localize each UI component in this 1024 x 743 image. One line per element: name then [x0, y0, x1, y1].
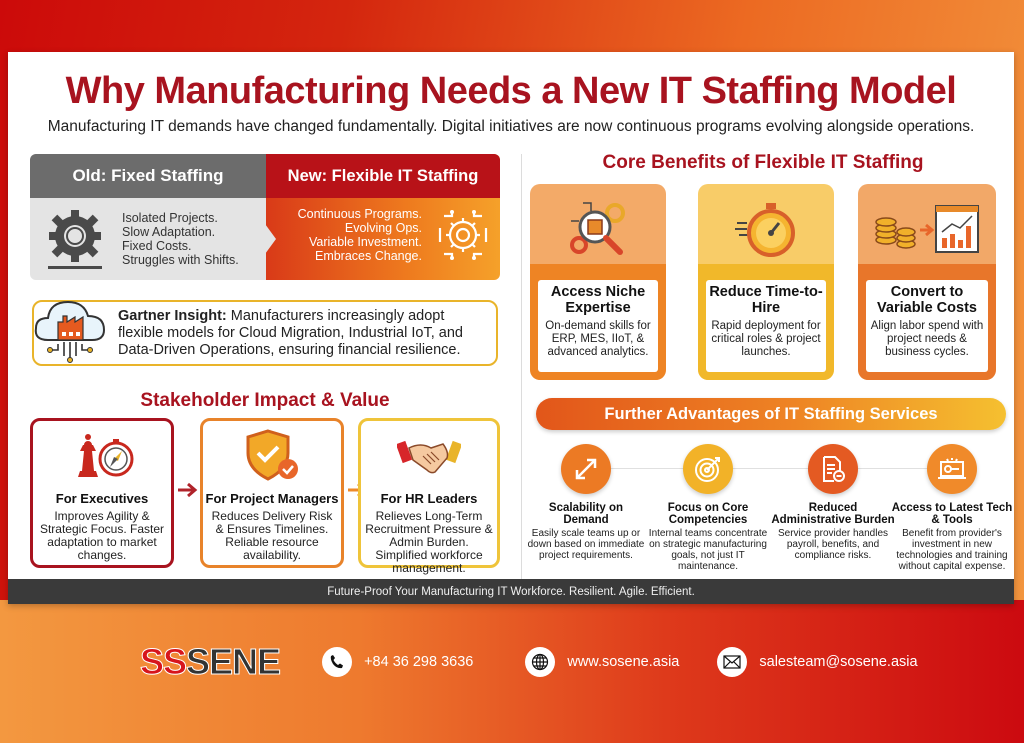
advantage-name: Scalability on Demand	[548, 502, 624, 526]
core-benefit-desc: Rapid deployment for critical roles & pr…	[711, 320, 821, 358]
phone-number: +84 36 298 3636	[364, 654, 474, 670]
advantage-name: Reduced Administrative Burden	[771, 502, 895, 526]
column-divider	[521, 154, 522, 579]
gear-icon	[48, 210, 102, 269]
stakeholder-card-hr-leaders: For HR Leaders Relieves Long-Term Recrui…	[358, 418, 500, 575]
stakeholder-desc: Improves Agility & Strategic Focus. Fast…	[39, 509, 165, 562]
tagline-bar: Future-Proof Your Manufacturing IT Workf…	[8, 579, 1014, 604]
stopwatch-icon	[735, 203, 795, 257]
advantages-connector-line	[588, 468, 968, 469]
website-link[interactable]: www.sosene.asia	[567, 654, 680, 670]
email-contact[interactable]: salesteam@sosene.asia	[717, 647, 918, 677]
advantage-item: Reduced Administrative Burden Service pr…	[768, 444, 898, 561]
new-staffing-title: New: Flexible IT Staffing	[266, 154, 500, 198]
advantage-name: Access to Latest Tech & Tools	[891, 502, 1013, 526]
advantage-item: Focus on Core Competencies Internal team…	[648, 444, 768, 572]
footer-background	[0, 600, 1024, 743]
footer-contact-bar: SS SENE +84 36 298 3636 www.sosene.asia s…	[139, 640, 960, 684]
stakeholder-name: For Project Managers	[205, 491, 339, 506]
magnifier-chip-icon	[570, 202, 625, 255]
handshake-icon	[397, 440, 461, 474]
document-minus-icon	[823, 456, 845, 482]
shield-check-icon	[246, 429, 298, 481]
stakeholder-section-title: Stakeholder Impact & Value	[140, 390, 390, 411]
infographic-panel: Why Manufacturing Needs a New IT Staffin…	[8, 52, 1014, 604]
stakeholder-desc: Reduces Delivery Risk & Ensures Timeline…	[211, 509, 333, 562]
stakeholder-name: For HR Leaders	[380, 491, 478, 506]
stakeholder-card-executives: For Executives Improves Agility & Strate…	[30, 418, 174, 568]
circuit-gear-icon	[438, 210, 488, 260]
page-title: Why Manufacturing Needs a New IT Staffin…	[65, 70, 957, 112]
target-icon	[695, 457, 720, 482]
core-benefit-name: Reduce Time-to-Hire	[709, 284, 823, 316]
old-staffing-title: Old: Fixed Staffing	[30, 154, 266, 198]
phone-icon	[322, 647, 353, 677]
arrow-right-icon	[178, 482, 198, 498]
page-subtitle: Manufacturing IT demands have changed fu…	[47, 118, 975, 135]
advantage-item: Access to Latest Tech & Tools Benefit fr…	[890, 444, 1014, 572]
core-benefit-desc: Align labor spend with project needs & b…	[870, 320, 984, 358]
logo-mark: SS	[139, 641, 187, 683]
advantage-desc: Internal teams concentrate on strategic …	[648, 528, 768, 572]
stakeholder-card-project-managers: For Project Managers Reduces Delivery Ri…	[200, 418, 344, 568]
stakeholder-cards: For Executives Improves Agility & Strate…	[30, 418, 500, 575]
envelope-icon	[717, 647, 748, 677]
core-benefit-desc: On-demand skills for ERP, MES, IIoT, & a…	[545, 320, 651, 358]
core-benefit-card: Reduce Time-to-Hire Rapid deployment for…	[698, 184, 834, 380]
chess-compass-icon	[78, 434, 134, 477]
old-fixed-staffing-box: Old: Fixed Staffing	[30, 154, 266, 280]
expand-arrows-icon	[575, 458, 597, 480]
old-point: Isolated Projects.	[122, 211, 218, 225]
old-staffing-points: Isolated Projects. Slow Adaptation. Fixe…	[122, 211, 239, 267]
advantage-item: Scalability on Demand Easily scale teams…	[526, 444, 646, 561]
insight-body: Manufacturers increasingly adopt flexibl…	[118, 307, 463, 358]
advantage-desc: Easily scale teams up or down based on i…	[527, 528, 645, 561]
advantages-banner: Further Advantages of IT Staffing Servic…	[536, 398, 1006, 430]
new-point: Evolving Ops.	[344, 221, 422, 235]
insight-label: Gartner Insight:	[118, 307, 227, 324]
core-benefit-card: Convert to Variable Costs Align labor sp…	[858, 184, 996, 380]
new-point: Continuous Programs.	[297, 207, 422, 221]
stakeholder-name: For Executives	[55, 491, 149, 506]
laptop-gear-icon	[938, 458, 966, 479]
cloud-factory-icon	[34, 300, 106, 363]
old-point: Slow Adaptation.	[122, 225, 216, 239]
advantage-desc: Service provider handles payroll, benefi…	[777, 528, 889, 561]
advantage-name: Focus on Core Competencies	[667, 502, 749, 526]
sosene-logo[interactable]: SS SENE	[139, 641, 282, 683]
staffing-comparison: Old: Fixed Staffing	[30, 154, 500, 280]
insight-text: Gartner Insight: Manufacturers increasin…	[118, 308, 496, 359]
old-point: Struggles with Shifts.	[122, 253, 239, 267]
globe-icon	[525, 647, 556, 677]
core-benefit-name: Access Niche Expertise	[550, 284, 646, 316]
transition-arrow-icon	[246, 198, 276, 280]
advantage-desc: Benefit from provider's investment in ne…	[896, 528, 1008, 572]
core-benefit-name: Convert to Variable Costs	[877, 284, 977, 316]
old-point: Fixed Costs.	[122, 239, 192, 253]
stakeholder-desc: Relieves Long-Term Recruitment Pressure …	[365, 509, 493, 575]
core-benefits-title: Core Benefits of Flexible IT Staffing	[602, 152, 924, 173]
new-staffing-points: Continuous Programs. Evolving Ops. Varia…	[298, 207, 422, 263]
new-flexible-staffing-box: New: Flexible IT Staffing Continuous Pro…	[266, 154, 500, 280]
core-benefit-card: Access Niche Expertise On-demand skills …	[530, 184, 666, 380]
new-point: Variable Investment.	[308, 235, 422, 249]
gartner-insight-box: Gartner Insight: Manufacturers increasin…	[32, 300, 498, 366]
logo-text: SENE	[186, 641, 282, 683]
website-contact[interactable]: www.sosene.asia	[525, 647, 679, 677]
email-link[interactable]: salesteam@sosene.asia	[759, 654, 918, 670]
coins-chart-icon	[875, 205, 979, 253]
phone-contact[interactable]: +84 36 298 3636	[322, 647, 473, 677]
new-point: Embraces Change.	[314, 249, 422, 263]
